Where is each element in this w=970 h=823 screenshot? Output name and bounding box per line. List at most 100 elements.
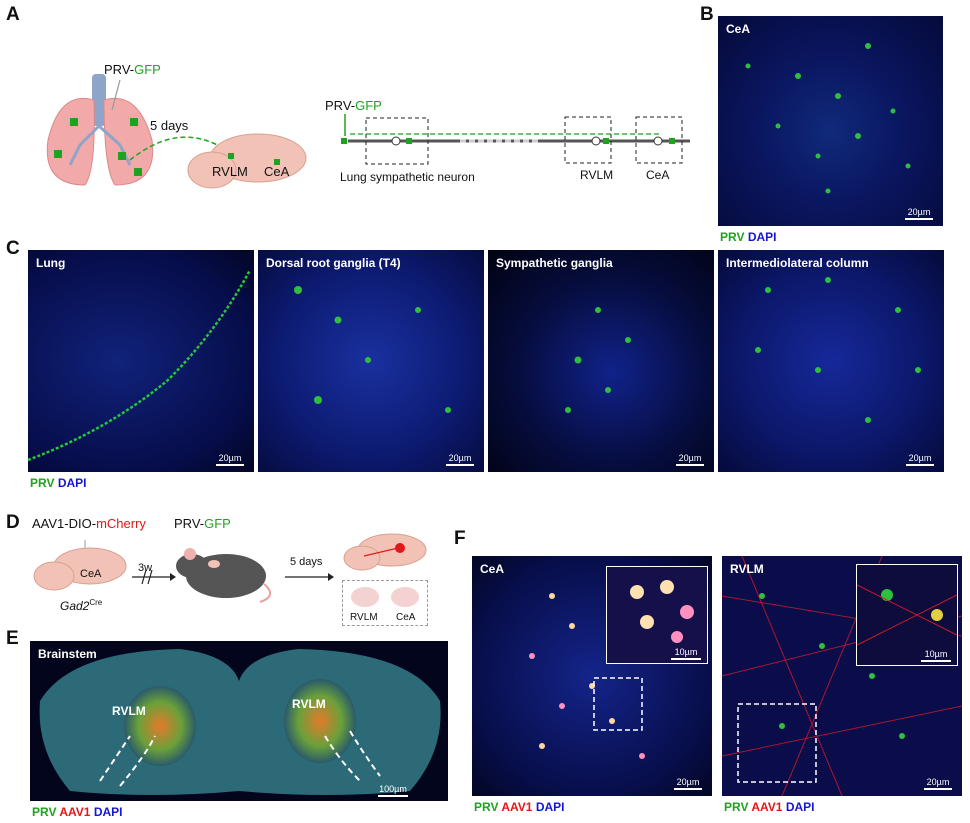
panel-label-a: A (6, 4, 20, 25)
gfp-suffix-d: GFP (204, 516, 231, 531)
scale-label-e: 100µm (379, 784, 407, 794)
panel-label-e: E (6, 628, 19, 649)
double-labeled-cells-f (529, 593, 645, 759)
legend-e: PRV AAV1 DAPI (32, 805, 123, 819)
five-days-label-d: 5 days (290, 556, 323, 568)
scale-bar-c2: 20µm (446, 453, 474, 466)
scale-label-c4: 20µm (908, 453, 932, 463)
panel-label-b: B (700, 4, 714, 25)
fibers-and-cells-f2 (722, 556, 962, 796)
gad2-text: Gad2 (60, 599, 90, 613)
legend-f2: PRV AAV1 DAPI (724, 800, 815, 814)
micrograph-title-c2: Dorsal root ganglia (T4) (266, 256, 401, 270)
gfp-fibers-c1 (28, 269, 252, 462)
micrograph-title-f1: CeA (480, 562, 505, 576)
inset-f2: 10µm (856, 564, 958, 666)
lung-illustration (30, 60, 170, 200)
scale-bar-c4: 20µm (906, 453, 934, 466)
scale-bar-e: 100µm (378, 784, 408, 797)
sagittal-brain-d (340, 528, 430, 576)
micrograph-title-c1: Lung (36, 256, 66, 270)
gfp-cells-b (745, 43, 911, 194)
inset-scale-label-f1: 10µm (674, 647, 698, 657)
rvlm-left-label-e: RVLM (112, 704, 146, 718)
aav-label-d: AAV1-DIO-mCherry (32, 516, 146, 531)
cea-micrograph-f: CeA 10µm 20µm (472, 556, 712, 796)
inset-f1: 10µm (606, 566, 708, 664)
gfp-suffix-circuit: GFP (355, 98, 382, 113)
rvlm-right-label-e: RVLM (292, 697, 326, 711)
brain-illustration-a (178, 128, 308, 198)
legend-aav1-f1: AAV1 (501, 800, 533, 814)
rvlm-label-circuit: RVLM (580, 168, 614, 182)
inset-scale-bar-f2: 10µm (921, 649, 951, 662)
panel-label-d: D (6, 512, 20, 533)
brainstem-section (39, 649, 441, 795)
legend-aav1-e: AAV1 (59, 805, 91, 819)
prv-gfp-label-d: PRV-GFP (174, 516, 231, 531)
micrograph-title-b: CeA (726, 22, 751, 36)
legend-prv-f2: PRV (724, 800, 749, 814)
gfp-cells-c3 (565, 307, 631, 413)
cre-superscript: Cre (89, 598, 103, 607)
inset-scale-bar-f1: 10µm (671, 647, 701, 660)
micrograph-title-c4: Intermediolateral column (726, 256, 869, 270)
legend-c: PRV DAPI (30, 476, 86, 490)
gfp-suffix: GFP (134, 62, 161, 77)
prv-gfp-label-circuit: PRV-GFP (325, 98, 382, 113)
prv-gfp-label-a: PRV-GFP (104, 62, 161, 77)
scale-label-c1: 20µm (218, 453, 242, 463)
micrograph-title-c3: Sympathetic ganglia (496, 256, 613, 270)
legend-dapi-f2: DAPI (785, 800, 815, 814)
rvlm-micrograph-f: RVLM 10µm 20µm (722, 556, 962, 796)
legend-dapi-f1: DAPI (535, 800, 565, 814)
scale-bar-f2: 20µm (924, 777, 952, 790)
inset-cells-f2 (857, 584, 957, 646)
panel-label-c: C (6, 238, 20, 259)
rvlm-label-d: RVLM (350, 612, 378, 623)
legend-prv-e: PRV (32, 805, 57, 819)
cea-label-a: CeA (264, 164, 290, 179)
gfp-cells-c4 (755, 277, 921, 423)
scale-label-f2: 20µm (926, 777, 950, 787)
scale-label-c3: 20µm (678, 453, 702, 463)
legend-prv-c: PRV (30, 476, 55, 490)
scale-label-f1: 20µm (676, 777, 700, 787)
legend-dapi-b: DAPI (747, 230, 777, 244)
legend-dapi-e: DAPI (93, 805, 123, 819)
micrograph-title-f2: RVLM (730, 562, 764, 576)
legend-b: PRV DAPI (720, 230, 776, 244)
legend-prv-b: PRV (720, 230, 745, 244)
prv-prefix: PRV- (104, 62, 135, 77)
inset-scale-label-f2: 10µm (924, 649, 948, 659)
brainstem-micrograph: Brainstem RVLM RVLM 100µm (30, 641, 448, 801)
prv-prefix-circuit: PRV- (325, 98, 356, 113)
cea-label-d2: CeA (396, 612, 416, 623)
brain-illustration-d (30, 540, 130, 595)
rvlm-label-a: RVLM (212, 164, 248, 179)
five-days-label-a: 5 days (150, 118, 189, 133)
scale-bar-b: 20µm (905, 207, 933, 220)
cea-label-circuit: CeA (646, 168, 670, 182)
legend-aav1-f2: AAV1 (751, 800, 783, 814)
scale-label-b: 20µm (907, 207, 931, 217)
aav-prefix: AAV1-DIO- (32, 516, 97, 531)
scale-bar-f1: 20µm (674, 777, 702, 790)
coronal-sections-box (342, 580, 428, 626)
gad2-cre-label: Gad2Cre (60, 598, 102, 613)
legend-dapi-c: DAPI (57, 476, 87, 490)
cea-label-d: CeA (80, 568, 102, 580)
sympathetic-ganglia-micrograph: Sympathetic ganglia 20µm (488, 250, 714, 472)
scale-bar-c1: 20µm (216, 453, 244, 466)
scale-bar-c3: 20µm (676, 453, 704, 466)
legend-prv-f1: PRV (474, 800, 499, 814)
ilc-micrograph: Intermediolateral column 20µm (718, 250, 944, 472)
lung-neuron-label: Lung sympathetic neuron (340, 170, 475, 184)
coronal-sections (351, 587, 419, 607)
cea-micrograph: CeA 20µm (718, 16, 943, 226)
scale-label-c2: 20µm (448, 453, 472, 463)
mouse-illustration (168, 536, 280, 604)
prv-prefix-d: PRV- (174, 516, 205, 531)
